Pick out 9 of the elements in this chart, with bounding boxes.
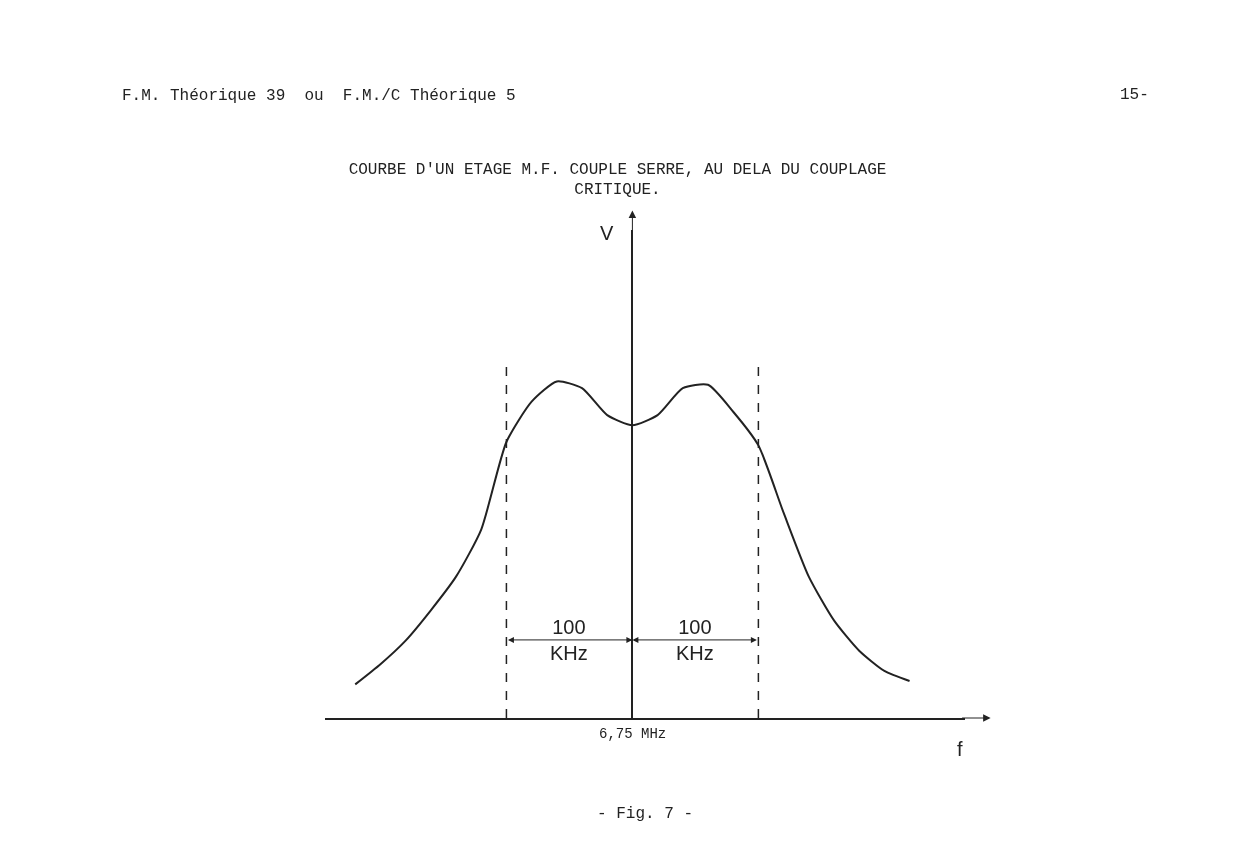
annotation: 100 KHz: [550, 616, 588, 664]
text: 6,75 MHz: [599, 726, 667, 742]
text: V: [600, 222, 614, 244]
annotation: 100 KHz: [676, 616, 714, 664]
text: 15-: [1120, 86, 1149, 104]
text: F.M. Théorique 39 ou F.M./C Théorique 5: [122, 87, 516, 105]
text: f: [957, 738, 963, 760]
text: - Fig. 7 -: [597, 805, 694, 823]
chart-title: COURBE D'UN ETAGE M.F. COUPLE SERRE, AU DELA DU COUPLAGE CRITIQUE.: [348, 160, 887, 200]
